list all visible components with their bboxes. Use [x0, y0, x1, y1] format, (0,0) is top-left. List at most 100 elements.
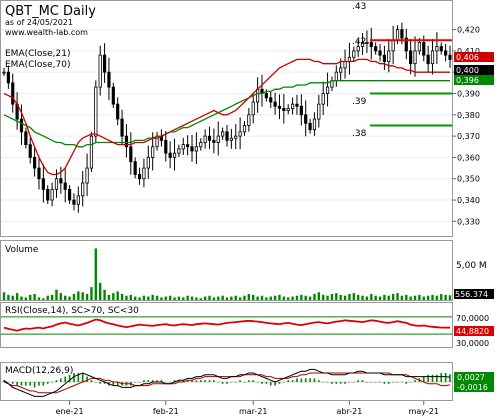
volume-bar: [326, 295, 329, 300]
rsi-tick-70: 70,0000: [456, 314, 489, 323]
volume-bar: [405, 294, 408, 300]
volume-bar: [24, 297, 28, 300]
macd-hist-bar: [392, 382, 394, 383]
volume-bar: [133, 296, 137, 300]
macd-value-badge: [454, 372, 494, 382]
macd-hist-bar: [234, 382, 237, 383]
candle-body: [6, 71, 10, 84]
price-tick-label: 0,360: [457, 153, 480, 162]
macd-hist-bar: [29, 382, 32, 386]
rsi-last-badge: [454, 326, 494, 336]
volume-scale-label: 5,00 M: [456, 261, 487, 271]
volume-bar: [147, 296, 150, 300]
volume-bar: [138, 297, 141, 300]
volume-bar: [330, 293, 334, 300]
macd-hist-bar: [396, 382, 399, 383]
macd-hist-bar: [444, 373, 447, 382]
candle-body: [264, 93, 268, 99]
macd-hist-bar: [182, 380, 185, 382]
macd-hist-bar: [449, 374, 451, 382]
macd-hist-bar: [313, 378, 316, 382]
candle-body: [374, 46, 378, 52]
volume-bar: [217, 296, 220, 300]
macd-hist-bar: [7, 382, 10, 383]
volume-bar: [103, 289, 106, 300]
macd-hist-bar: [339, 382, 342, 384]
volume-bar: [396, 293, 399, 300]
macd-hist-bar: [64, 376, 67, 382]
macd-hist-bar: [60, 378, 62, 382]
candle-body: [352, 50, 356, 58]
macd-hist-bar: [326, 382, 329, 383]
macd-signal-badge: [454, 382, 494, 392]
macd-hist-bar: [318, 380, 320, 382]
volume-bar: [68, 296, 71, 300]
candle-body: [19, 118, 24, 133]
candle-body: [312, 118, 317, 131]
price-tick-label: 0,410: [457, 47, 480, 56]
price-grid: [1, 29, 452, 222]
candle-body: [172, 152, 177, 158]
volume-bar: [448, 295, 452, 300]
volume-bar: [81, 292, 84, 300]
volume-bar: [247, 293, 251, 300]
candle-body: [295, 103, 299, 107]
macd-hist-bar: [25, 382, 27, 386]
rsi-label: RSI(Close,14), SC>70, SC<30: [5, 306, 139, 316]
candle-body: [54, 178, 59, 190]
candle-body: [190, 146, 194, 152]
macd-hist-bar: [431, 374, 434, 382]
candle-body: [365, 41, 369, 44]
volume-bar: [339, 294, 342, 300]
volume-bar: [413, 295, 417, 300]
macd-hist-bar: [387, 382, 390, 384]
macd-hist-bar: [226, 382, 228, 384]
volume-bar: [129, 294, 133, 300]
volume-bar: [85, 293, 89, 300]
volume-bar: [260, 295, 264, 300]
candle-body: [238, 131, 242, 137]
price-tick-label: 0,330: [457, 217, 480, 226]
macd-hist-bar: [195, 380, 198, 382]
price-tick-label: 0,350: [457, 175, 480, 184]
price-lines: [3, 39, 452, 176]
volume-bar: [90, 287, 93, 300]
candle-body: [282, 108, 286, 111]
x-tick-label: mar-21: [239, 407, 268, 416]
candle-body: [343, 61, 347, 69]
macd-hist-bar: [147, 380, 150, 382]
volume-bar: [7, 294, 10, 300]
macd-hist-bar: [309, 378, 311, 382]
macd-hist-bar: [55, 380, 58, 382]
macd-hist-bar: [269, 382, 272, 386]
macd-hist-bar: [151, 380, 154, 382]
volume-label: Volume: [5, 245, 39, 255]
candle-body: [321, 93, 325, 105]
volume-bar: [317, 292, 321, 300]
macd-hist-bar: [357, 380, 359, 382]
candle-body: [59, 178, 63, 184]
volume-bar: [256, 296, 259, 300]
annotation-042: .42: [352, 37, 366, 47]
volume-bar: [37, 297, 41, 300]
macd-hist-bar: [213, 380, 215, 382]
annotation-039: .39: [352, 97, 367, 107]
price-tick-label: 0,420: [457, 26, 480, 35]
macd-hist-bar: [33, 382, 36, 388]
candle-body: [382, 54, 387, 62]
volume-bar: [208, 295, 211, 300]
volume-bar: [151, 294, 154, 300]
price-tick-label: 0,370: [457, 132, 480, 141]
volume-bar: [313, 293, 316, 300]
candle-body: [395, 29, 400, 41]
price-candles: [2, 22, 452, 213]
candle-body: [304, 114, 308, 124]
candle-body: [168, 152, 172, 158]
macd-value: 0,0027: [457, 373, 485, 382]
site-text: www.wealth-lab.com: [5, 28, 88, 37]
macd-signal-value: -0,0016: [457, 383, 488, 392]
volume-bar: [173, 297, 176, 300]
macd-hist-bar: [73, 373, 75, 382]
volume-bar: [291, 296, 294, 300]
